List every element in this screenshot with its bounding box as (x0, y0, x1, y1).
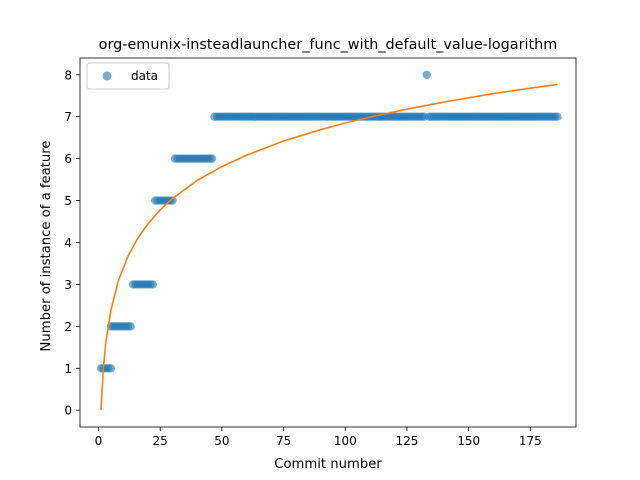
x-tick-label-50: 50 (214, 434, 229, 448)
y-tick-label-3: 3 (64, 278, 72, 292)
data-point-30 (168, 196, 177, 205)
y-tick-label-7: 7 (64, 110, 72, 124)
y-tick-label-8: 8 (64, 68, 72, 82)
data-point-22 (148, 280, 157, 289)
x-tick-label-100: 100 (334, 434, 357, 448)
y-tick-label-1: 1 (64, 362, 72, 376)
legend-label-data: data (131, 69, 158, 83)
legend: data (86, 62, 170, 90)
plot-marks (96, 70, 562, 411)
data-point-46 (207, 154, 217, 163)
x-axis-label: Commit number (274, 457, 382, 472)
y-tick-label-2: 2 (64, 320, 72, 334)
data-point-13 (126, 322, 135, 331)
y-tick-label-4: 4 (64, 236, 72, 250)
legend-box (86, 62, 170, 90)
x-tick-label-125: 125 (396, 434, 419, 448)
legend-marker-data (102, 71, 112, 81)
x-tick-label-25: 25 (153, 434, 168, 448)
y-tick-label-5: 5 (64, 194, 72, 208)
y-tick-label-6: 6 (64, 152, 72, 166)
data-point-186 (553, 112, 562, 121)
x-axis-ticks: 0 25 50 75 100 125 150 175 (95, 427, 542, 448)
fit-curve-line (100, 83, 558, 411)
x-tick-label-75: 75 (276, 434, 291, 448)
chart-title: org-emunix-insteadlauncher_func_with_def… (99, 37, 558, 53)
y-axis-label: Number of instance of a feature (39, 141, 54, 352)
x-tick-label-175: 175 (519, 434, 542, 448)
data-point-4 (106, 364, 116, 373)
data-point-133 (422, 70, 431, 79)
x-tick-label-0: 0 (95, 434, 103, 448)
y-axis-ticks: 0 1 2 3 4 5 6 7 8 (64, 68, 80, 418)
y-tick-label-0: 0 (64, 404, 72, 418)
x-tick-label-150: 150 (457, 434, 480, 448)
